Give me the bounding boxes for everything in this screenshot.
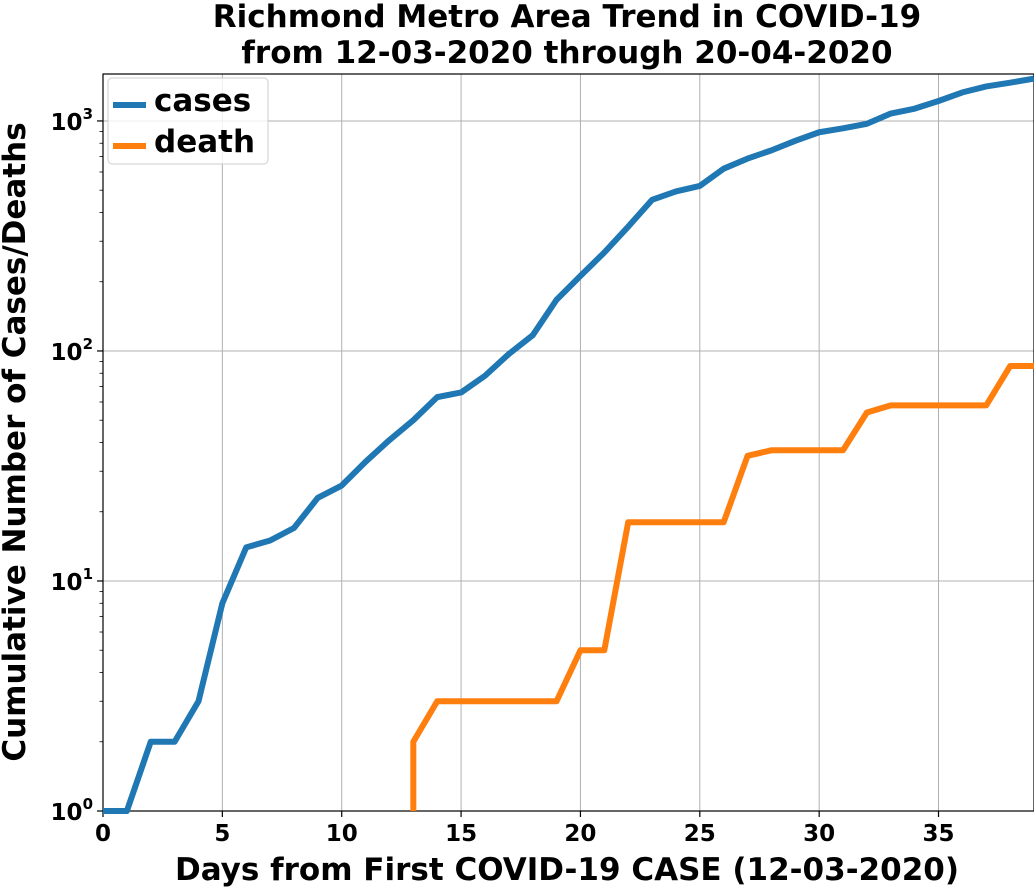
y-tick-exponent: 2 xyxy=(83,335,93,353)
x-tick-label: 0 xyxy=(95,821,111,847)
grid-lines xyxy=(97,74,1034,817)
series-line-death xyxy=(410,363,1034,811)
series-lines xyxy=(103,75,1034,814)
chart-title-line-2: from 12-03-2020 through 20-04-2020 xyxy=(241,35,892,71)
x-tick-label: 15 xyxy=(445,821,477,847)
y-tick-base: 10 xyxy=(51,110,83,136)
x-tick-label: 30 xyxy=(803,821,835,847)
x-tick-label: 25 xyxy=(684,821,716,847)
y-tick-label: 102 xyxy=(51,335,93,366)
x-tick-label: 35 xyxy=(923,821,955,847)
x-axis-label: Days from First COVID-19 CASE (12-03-202… xyxy=(175,852,959,887)
y-tick-base: 10 xyxy=(51,570,83,596)
y-tick-label: 101 xyxy=(51,565,93,596)
chart-title-line-1: Richmond Metro Area Trend in COVID-19 xyxy=(213,0,921,35)
x-tick-label: 20 xyxy=(564,821,596,847)
y-axis-label: Cumulative Number of Cases/Deaths xyxy=(0,122,33,761)
x-tick-label: 10 xyxy=(326,821,358,847)
y-tick-base: 10 xyxy=(51,340,83,366)
y-tick-exponent: 1 xyxy=(83,565,93,583)
legend-label-cases: cases xyxy=(154,83,251,119)
legend-label-death: death xyxy=(154,124,255,160)
y-tick-base: 10 xyxy=(51,800,83,826)
plot-frame xyxy=(102,73,1034,812)
y-tick-label: 100 xyxy=(51,795,93,826)
y-tick-label: 103 xyxy=(51,105,93,136)
x-tick-label: 5 xyxy=(214,821,230,847)
x-tick-labels: 0 5 10 15 20 25 30 35 xyxy=(95,821,955,847)
legend-box xyxy=(107,77,269,165)
y-tick-exponent: 3 xyxy=(83,105,93,123)
legend: cases death xyxy=(107,77,269,165)
series-line-cases xyxy=(103,75,1034,814)
y-tick-exponent: 0 xyxy=(83,795,93,813)
